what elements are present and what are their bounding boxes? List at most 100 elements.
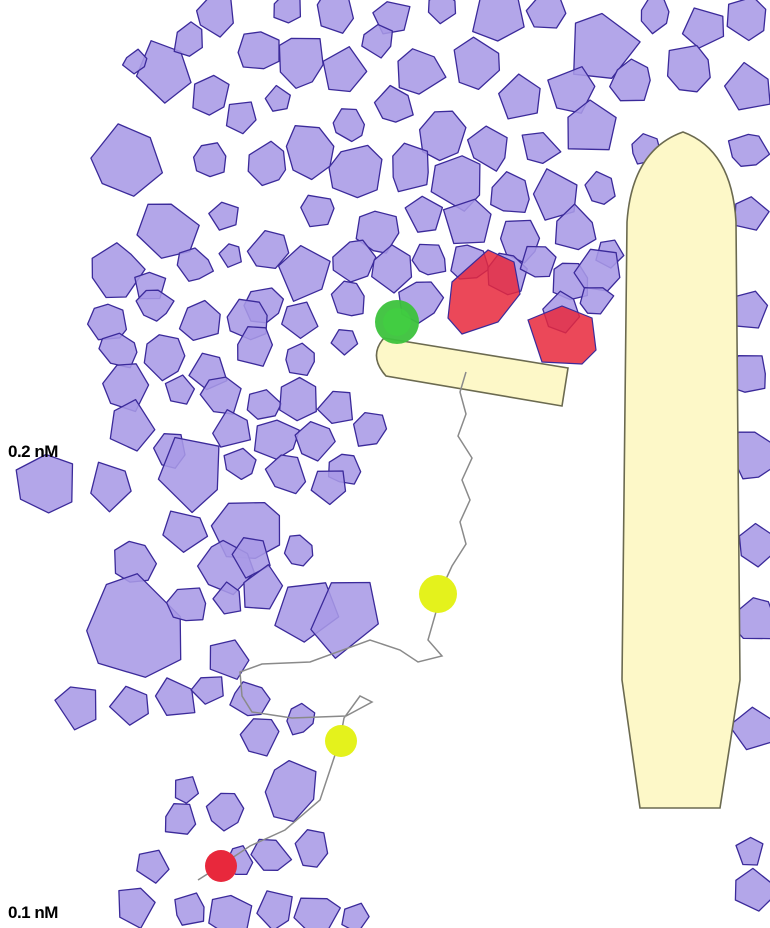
polygon-particle-icon <box>293 897 341 928</box>
polygon-particle-icon <box>212 581 242 615</box>
short-membrane-bar <box>375 337 569 407</box>
polygon-particle-icon <box>212 409 252 448</box>
polygon-particle-icon <box>361 23 394 59</box>
polygon-particle-icon <box>273 0 302 24</box>
polygon-particle-icon <box>723 61 770 111</box>
polygon-particle-icon <box>102 363 150 413</box>
polygon-particle-icon <box>547 66 596 114</box>
polygon-particle-icon <box>225 101 257 135</box>
polygon-particle-icon <box>253 419 300 460</box>
polygon-particle-icon <box>209 639 250 680</box>
polygon-particle-icon <box>727 133 770 167</box>
polygon-particle-icon <box>190 676 224 705</box>
polygon-particle-icon <box>328 144 383 199</box>
polygon-particle-icon <box>86 573 182 678</box>
polygon-particle-icon <box>411 243 447 276</box>
polygon-particle-icon <box>525 0 567 29</box>
polygon-particle-icon <box>91 242 146 299</box>
polygon-particle-icon <box>397 48 447 95</box>
polygon-particle-icon <box>264 454 307 495</box>
polygon-particle-icon <box>294 420 336 462</box>
polygon-particle-icon <box>294 829 329 868</box>
polygon-particle-icon <box>54 686 97 731</box>
polygon-particle-icon <box>532 168 578 221</box>
polygon-particle-icon <box>223 447 257 481</box>
red-marker <box>205 850 237 882</box>
polygon-particle-icon <box>332 108 366 143</box>
polygon-particle-icon <box>332 239 377 283</box>
polygon-particle-icon <box>231 537 271 579</box>
polygon-particle-icon <box>330 329 359 356</box>
polygon-particle-icon <box>285 125 335 181</box>
polygon-particle-icon <box>135 289 175 322</box>
membrane-structures <box>375 131 741 809</box>
polygon-particle-icon <box>247 140 287 187</box>
polygon-particle-icon <box>174 776 200 804</box>
polygon-particle-icon <box>281 301 319 340</box>
polygon-particle-icon <box>246 389 283 420</box>
polygon-particle-icon <box>728 706 770 751</box>
yellow-marker-upper <box>419 575 457 613</box>
polygon-particle-icon <box>609 58 651 102</box>
polygon-particle-icon <box>237 31 280 70</box>
polygon-particle-icon <box>283 534 314 567</box>
polygon-particle-icon <box>136 849 170 884</box>
polygon-particle-icon <box>352 411 388 447</box>
polygon-particle-icon <box>208 201 239 231</box>
polygon-particle-icon <box>734 196 770 231</box>
polygon-particle-icon <box>90 461 132 513</box>
polygon-particle-icon <box>205 792 245 832</box>
polygon-particle-icon <box>666 44 711 93</box>
polygon-particle-icon <box>300 194 335 228</box>
polygon-particle-icon <box>239 718 280 757</box>
polygon-particle-icon <box>738 522 770 568</box>
polygon-particle-icon <box>726 0 767 42</box>
polygon-particle-icon <box>162 510 209 553</box>
polygon-particle-icon <box>521 131 562 165</box>
polygon-particle-icon <box>640 0 670 35</box>
polygon-particle-icon <box>573 248 621 292</box>
polygon-particle-icon <box>430 155 481 212</box>
polygon-particle-icon <box>554 203 597 251</box>
polygon-particle-icon <box>208 894 253 928</box>
polygon-particle-icon <box>472 0 525 42</box>
polygon-particle-icon <box>165 587 207 622</box>
polygon-particle-icon <box>286 702 316 736</box>
polygon-particle-icon <box>135 40 192 104</box>
polygon-particle-icon <box>330 280 365 317</box>
polygon-particle-icon <box>90 123 164 197</box>
polygon-particle-icon <box>490 171 530 214</box>
polygon-particle-icon <box>154 677 196 716</box>
tall-membrane-column <box>621 131 741 809</box>
polygon-particle-icon <box>174 892 205 926</box>
polygon-particle-icon <box>498 73 541 120</box>
polygon-particle-icon <box>243 564 284 610</box>
polygon-particle-icon <box>734 867 770 912</box>
polygon-particle-icon <box>15 453 74 514</box>
polygon-particle-icon <box>285 342 315 377</box>
polygon-particle-icon <box>519 245 557 278</box>
polygon-particle-icon <box>108 685 149 726</box>
polygon-particle-icon <box>371 244 413 294</box>
polygon-particle-icon <box>195 0 234 38</box>
polygon-particle-icon <box>322 46 368 93</box>
polygon-particle-icon <box>121 48 148 75</box>
polygon-particle-icon <box>316 390 354 425</box>
polygon-particle-icon <box>427 0 457 25</box>
polygon-particle-icon <box>164 374 196 405</box>
polygon-particle-icon <box>237 326 274 367</box>
polygon-particle-icon <box>341 902 370 928</box>
polygon-particle-icon <box>218 243 242 268</box>
polygon-particle-icon <box>164 803 197 835</box>
polygon-particle-icon <box>316 0 355 34</box>
polygon-particle-icon <box>178 299 221 342</box>
concentration-label-lower: 0.1 nM <box>8 903 58 922</box>
polygon-particle-icon <box>392 142 429 193</box>
polygon-particle-icon <box>264 84 291 112</box>
red-block-left <box>447 249 521 335</box>
polygon-particle-icon <box>98 332 138 369</box>
polygon-particle-icon <box>143 334 186 382</box>
polygon-particle-icon <box>418 110 467 162</box>
polygon-particle-icon <box>404 195 444 233</box>
polygon-particle-icon <box>246 229 290 270</box>
